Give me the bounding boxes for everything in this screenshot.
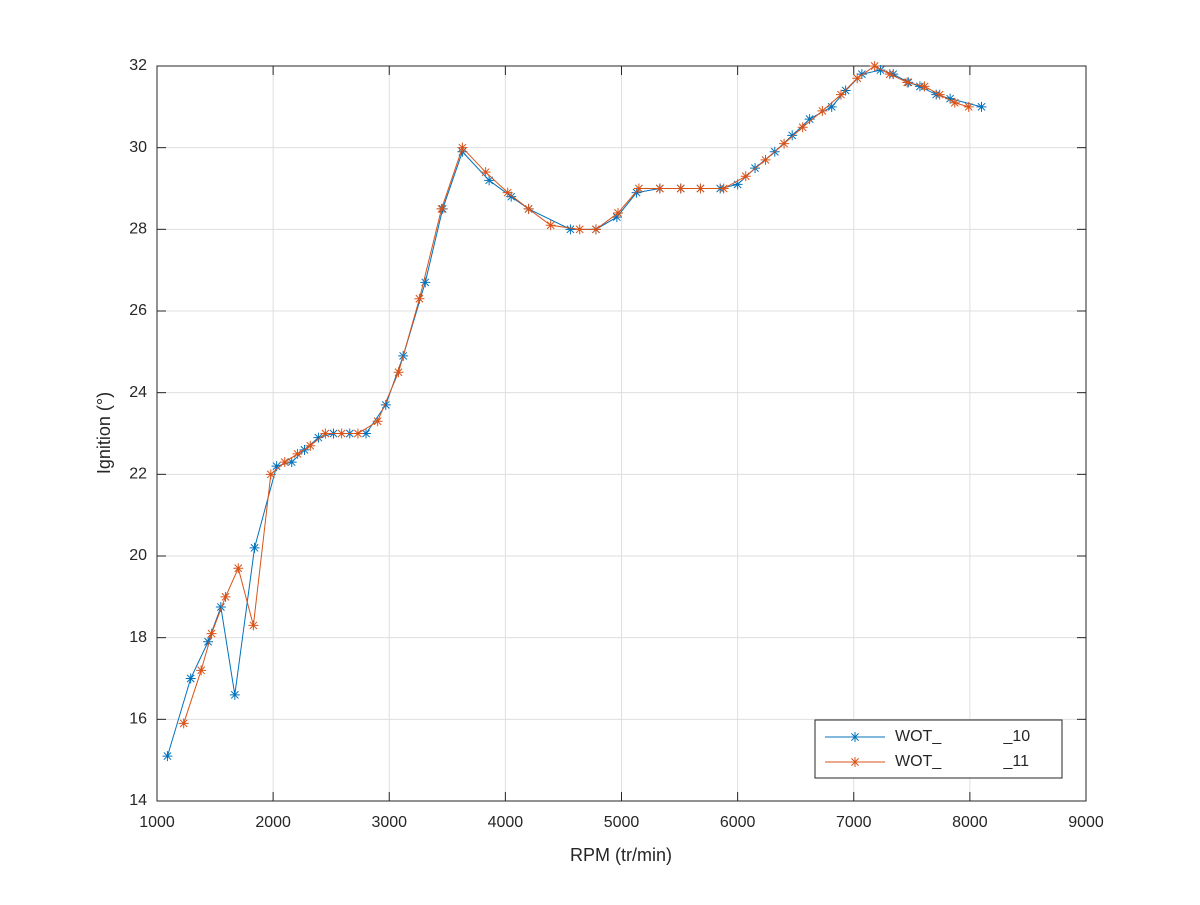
marker xyxy=(695,183,706,194)
marker xyxy=(215,602,226,613)
marker xyxy=(380,399,391,410)
marker xyxy=(732,179,743,190)
x-tick-label: 5000 xyxy=(604,814,640,831)
x-tick-label: 4000 xyxy=(488,814,524,831)
marker xyxy=(611,212,622,223)
marker xyxy=(797,122,808,133)
marker xyxy=(420,277,431,288)
legend-label: WOT_ _11 xyxy=(895,753,1029,770)
x-axis-label: RPM (tr/min) xyxy=(570,845,672,865)
marker xyxy=(740,171,751,182)
marker xyxy=(804,114,815,125)
marker xyxy=(506,191,517,202)
marker xyxy=(565,224,576,235)
legend-marker xyxy=(850,757,860,767)
marker xyxy=(484,175,495,186)
marker xyxy=(480,167,491,178)
marker xyxy=(574,224,585,235)
marker xyxy=(320,428,331,439)
y-axis-label: Ignition (°) xyxy=(94,392,114,474)
marker xyxy=(185,673,196,684)
marker xyxy=(654,183,665,194)
marker xyxy=(976,101,987,112)
x-tick-label: 6000 xyxy=(720,814,756,831)
marker xyxy=(292,448,303,459)
marker xyxy=(675,183,686,194)
y-tick-label: 18 xyxy=(129,629,147,646)
marker xyxy=(361,428,372,439)
marker xyxy=(949,97,960,108)
marker xyxy=(779,138,790,149)
marker xyxy=(336,428,347,439)
marker xyxy=(206,628,217,639)
marker xyxy=(352,428,363,439)
marker xyxy=(934,89,945,100)
x-tick-label: 3000 xyxy=(371,814,407,831)
y-tick-label: 26 xyxy=(129,302,147,319)
marker xyxy=(787,130,798,141)
marker xyxy=(902,77,913,88)
marker xyxy=(869,61,880,71)
marker xyxy=(196,665,207,676)
x-tick-label: 7000 xyxy=(836,814,872,831)
marker xyxy=(718,183,729,194)
axes-box xyxy=(156,65,1087,802)
marker xyxy=(271,461,282,472)
marker xyxy=(545,220,556,231)
legend-label: WOT_ _10 xyxy=(895,728,1030,745)
marker xyxy=(590,224,601,235)
marker xyxy=(963,101,974,112)
y-tick-label: 24 xyxy=(129,384,147,401)
marker xyxy=(313,432,324,443)
marker xyxy=(945,93,956,104)
y-tick-label: 14 xyxy=(129,792,147,809)
marker xyxy=(436,203,447,214)
marker xyxy=(875,65,886,76)
y-tick-label: 28 xyxy=(129,221,147,238)
x-tick-label: 9000 xyxy=(1068,814,1104,831)
marker xyxy=(631,187,642,198)
marker xyxy=(633,183,644,194)
x-tick-label: 2000 xyxy=(255,814,291,831)
marker xyxy=(372,416,383,427)
x-tick-label: 8000 xyxy=(952,814,988,831)
marker xyxy=(523,203,534,214)
marker xyxy=(457,142,468,153)
marker xyxy=(760,154,771,165)
marker xyxy=(835,89,846,100)
x-tick-label: 1000 xyxy=(139,814,175,831)
marker xyxy=(884,69,895,80)
marker xyxy=(203,636,214,647)
marker xyxy=(826,101,837,112)
marker xyxy=(178,718,189,729)
marker xyxy=(279,457,290,468)
marker xyxy=(229,689,240,700)
marker xyxy=(502,187,513,198)
y-tick-label: 22 xyxy=(129,466,147,483)
y-tick-label: 30 xyxy=(129,139,147,156)
y-tick-label: 16 xyxy=(129,711,147,728)
y-tick-label: 32 xyxy=(129,57,147,74)
marker xyxy=(856,69,867,80)
y-tick-label: 20 xyxy=(129,547,147,564)
marker xyxy=(817,105,828,116)
legend-box xyxy=(814,719,1063,779)
marker xyxy=(305,440,316,451)
marker xyxy=(414,293,425,304)
marker xyxy=(249,542,260,553)
marker xyxy=(613,208,624,218)
marker xyxy=(852,73,863,84)
marker xyxy=(220,591,231,602)
marker xyxy=(233,563,244,574)
legend-marker xyxy=(850,732,860,742)
marker xyxy=(265,469,276,480)
marker xyxy=(162,751,173,762)
marker xyxy=(393,367,404,378)
marker xyxy=(919,81,930,92)
marker xyxy=(286,457,297,468)
marker xyxy=(248,620,259,631)
